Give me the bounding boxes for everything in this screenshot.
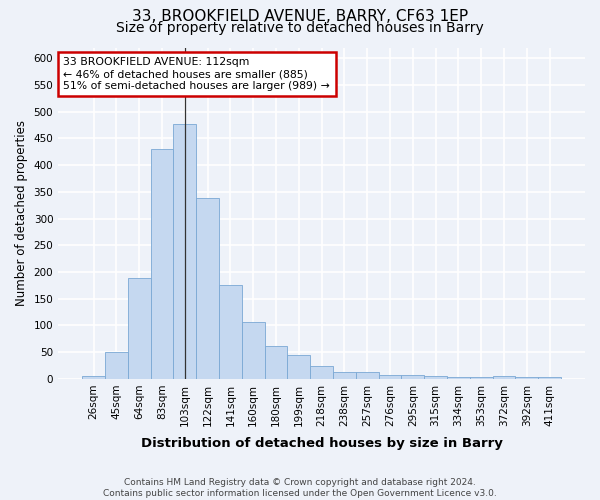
Y-axis label: Number of detached properties: Number of detached properties [15,120,28,306]
Bar [470,377,493,379]
Bar [242,322,265,379]
Bar [196,198,219,379]
Bar [379,374,401,379]
Bar [515,377,538,379]
Text: 33 BROOKFIELD AVENUE: 112sqm
← 46% of detached houses are smaller (885)
51% of s: 33 BROOKFIELD AVENUE: 112sqm ← 46% of de… [64,58,330,90]
Bar [128,278,151,379]
Bar [356,372,379,379]
Bar [538,377,561,379]
Bar [287,355,310,379]
X-axis label: Distribution of detached houses by size in Barry: Distribution of detached houses by size … [140,437,503,450]
Bar [424,376,447,379]
Bar [265,346,287,379]
Bar [105,352,128,379]
Text: Contains HM Land Registry data © Crown copyright and database right 2024.
Contai: Contains HM Land Registry data © Crown c… [103,478,497,498]
Bar [173,124,196,379]
Bar [493,376,515,379]
Bar [447,377,470,379]
Bar [401,374,424,379]
Bar [333,372,356,379]
Bar [310,366,333,379]
Bar [219,286,242,379]
Bar [151,149,173,379]
Text: 33, BROOKFIELD AVENUE, BARRY, CF63 1EP: 33, BROOKFIELD AVENUE, BARRY, CF63 1EP [132,9,468,24]
Bar [82,376,105,379]
Text: Size of property relative to detached houses in Barry: Size of property relative to detached ho… [116,21,484,35]
